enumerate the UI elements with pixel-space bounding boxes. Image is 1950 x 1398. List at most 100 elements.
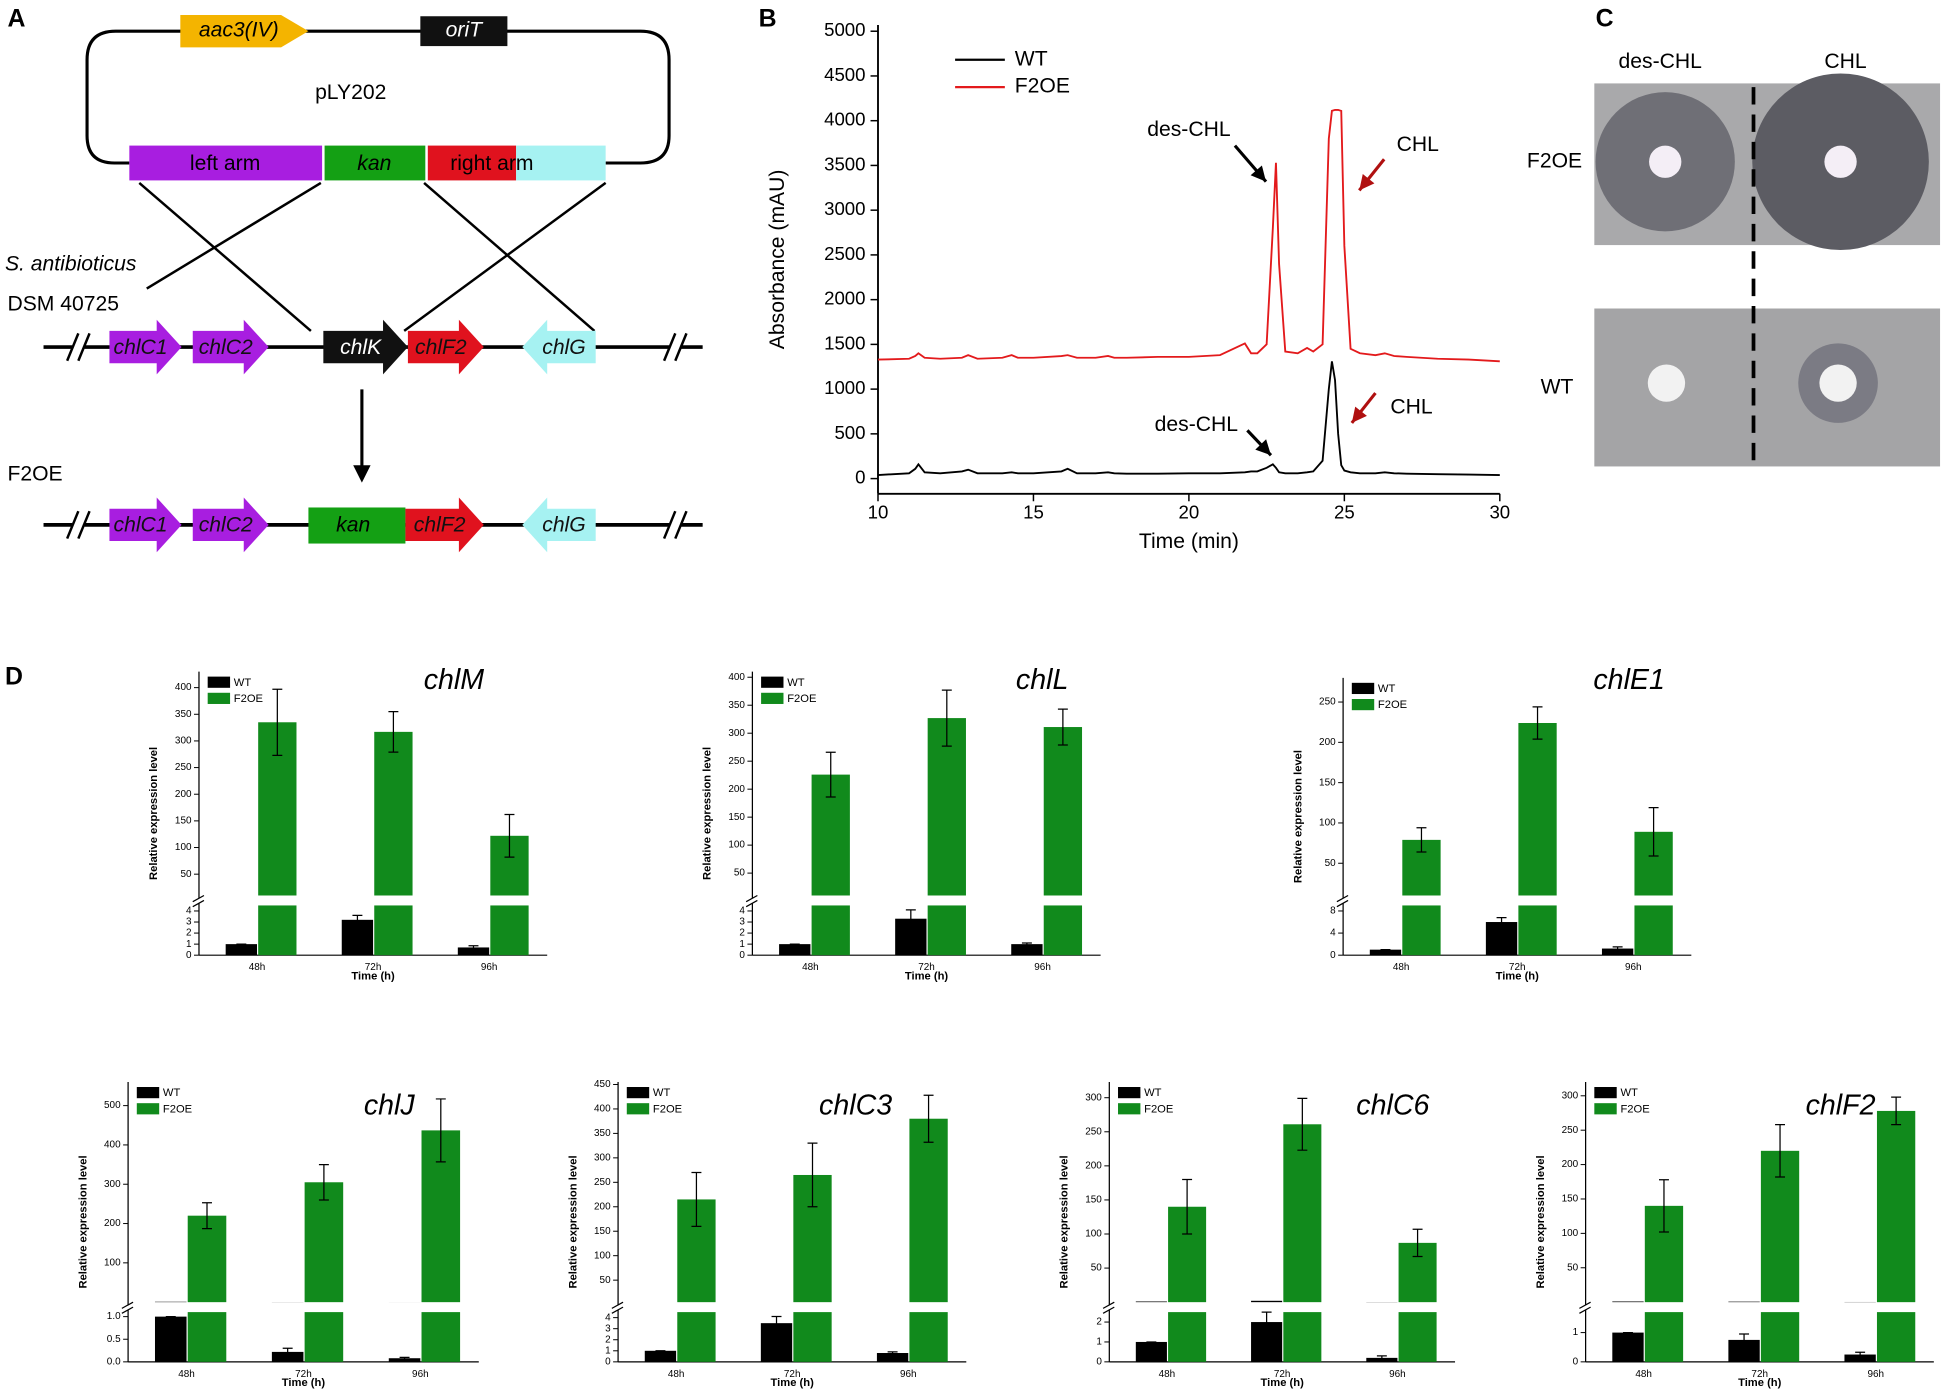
bar — [644, 1350, 677, 1362]
strain-label: F2OE — [7, 463, 62, 486]
y-tick-label: 4500 — [824, 64, 865, 85]
y-tick-label: 100 — [175, 842, 192, 853]
gene-label: oriT — [446, 19, 484, 42]
y-tick-label: 4000 — [824, 109, 865, 130]
bar — [1402, 905, 1441, 956]
y-tick-label: 250 — [1319, 697, 1336, 708]
axis-break — [1579, 1306, 1591, 1314]
y-tick-label: 0.5 — [107, 1334, 121, 1345]
legend-swatch — [1118, 1087, 1141, 1099]
legend-swatch — [761, 692, 784, 704]
y-axis-label: Absorbance (mAU) — [766, 170, 789, 350]
column-label: des-CHL — [1619, 50, 1703, 73]
legend-swatch — [626, 1087, 650, 1099]
gene-arrow — [522, 497, 596, 553]
error-bar — [202, 1202, 212, 1230]
arrow-head — [1255, 439, 1271, 456]
crossover-line — [403, 181, 607, 332]
gene-label: kan — [336, 514, 370, 537]
y-tick-label: 300 — [594, 1152, 611, 1163]
error-bar — [468, 945, 479, 950]
y-tick-label: 300 — [104, 1179, 121, 1190]
bar — [258, 905, 297, 956]
gene-box — [420, 16, 508, 47]
y-tick-label: 100 — [104, 1257, 121, 1268]
plate — [1594, 308, 1941, 467]
x-tick-label: 96h — [481, 962, 498, 973]
legend-swatch — [626, 1103, 650, 1115]
y-tick-label: 150 — [1319, 777, 1336, 788]
bar — [1876, 1312, 1916, 1362]
gene-box — [308, 507, 406, 544]
y-tick-label: 200 — [594, 1201, 611, 1212]
axis-break — [745, 894, 758, 903]
error-bar — [1057, 708, 1068, 746]
y-tick-label: 2000 — [824, 288, 865, 309]
bar — [225, 944, 258, 956]
error-bar — [941, 689, 952, 747]
y-tick-label: 1000 — [824, 377, 865, 398]
y-tick-label: 50 — [180, 869, 192, 880]
bar — [1251, 1300, 1283, 1303]
legend-label: WT — [1015, 47, 1048, 70]
y-tick-label: 300 — [1085, 1092, 1102, 1103]
axis-break — [1579, 1301, 1591, 1309]
bar — [1043, 727, 1083, 896]
bar — [1398, 1312, 1437, 1362]
bar — [490, 905, 529, 956]
gene-label: chlC2 — [199, 336, 253, 359]
series-line — [877, 108, 1500, 363]
error-bar — [1775, 1124, 1786, 1178]
y-tick-label: 4 — [1330, 928, 1336, 939]
y-tick-label: 250 — [594, 1177, 611, 1188]
error-bar — [1297, 1097, 1308, 1151]
error-bar — [1496, 916, 1507, 928]
y-tick-label: 1 — [186, 939, 192, 950]
bar — [1043, 905, 1083, 956]
legend-swatch — [207, 692, 231, 704]
x-tick-label: 72h — [1274, 1369, 1291, 1380]
bar — [374, 731, 413, 896]
y-tick-label: 350 — [594, 1128, 611, 1139]
gene-label: chlG — [542, 336, 585, 359]
x-axis-label: Time (h) — [771, 1377, 815, 1389]
arm-box — [427, 145, 517, 181]
error-bar — [905, 909, 916, 929]
x-axis-label: Time (h) — [1261, 1377, 1305, 1389]
y-tick-label: 50 — [1325, 858, 1337, 869]
break-mark — [77, 332, 91, 362]
y-tick-label: 200 — [1319, 737, 1336, 748]
x-axis-label: Time (h) — [905, 970, 949, 982]
y-tick-label: 500 — [104, 1100, 121, 1111]
axis-break — [1336, 894, 1349, 903]
axis-break — [121, 1306, 134, 1314]
x-tick-label: 96h — [1625, 962, 1642, 973]
y-tick-label: 2500 — [824, 243, 865, 264]
bar — [1135, 1341, 1167, 1362]
bar — [1728, 1339, 1760, 1362]
legend-swatch — [1594, 1103, 1617, 1115]
x-tick-label: 48h — [802, 962, 819, 973]
y-tick-label: 50 — [1091, 1263, 1103, 1274]
legend-label: F2OE — [163, 1103, 192, 1115]
y-axis-label: Relative expression level — [1535, 1155, 1547, 1288]
break-mark — [77, 510, 91, 540]
legend-label: WT — [653, 1087, 671, 1099]
bar — [304, 1312, 344, 1362]
legend-swatch — [1118, 1103, 1141, 1115]
plasmid-name: pLY202 — [315, 81, 386, 104]
chart-title: chlC3 — [819, 1089, 892, 1121]
disc — [1647, 364, 1686, 402]
break-mark — [662, 510, 677, 540]
break-mark — [66, 332, 80, 362]
gene-label: chlF2 — [415, 336, 467, 359]
y-tick-label: 200 — [175, 789, 192, 800]
arm-label: right arm — [450, 152, 533, 175]
arm-label: kan — [357, 152, 391, 175]
axis-break — [1102, 1306, 1115, 1314]
y-tick-label: 150 — [1085, 1195, 1102, 1206]
arrow-head — [1359, 174, 1375, 191]
bar — [1644, 1312, 1684, 1362]
bar — [811, 905, 850, 956]
error-bar — [1376, 1355, 1387, 1361]
